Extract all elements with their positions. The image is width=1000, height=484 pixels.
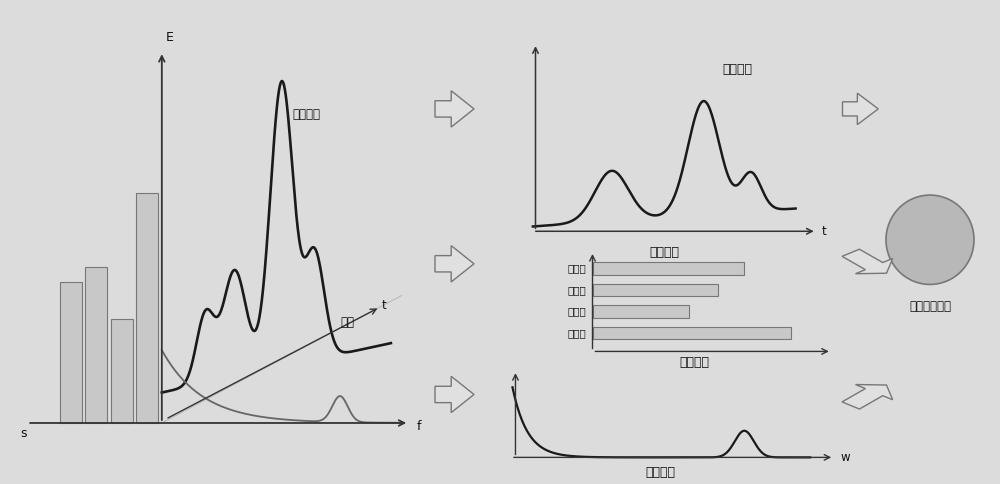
Bar — [592, 305, 689, 318]
Text: t: t — [382, 299, 387, 312]
Bar — [592, 262, 744, 274]
Text: 频率特征: 频率特征 — [646, 466, 676, 479]
Text: f: f — [416, 420, 421, 433]
Text: 最小値: 最小値 — [568, 306, 587, 317]
Text: E: E — [165, 31, 173, 44]
Circle shape — [886, 195, 974, 285]
FancyArrow shape — [842, 249, 893, 274]
Text: t: t — [822, 225, 827, 238]
Text: 统计特征: 统计特征 — [680, 356, 710, 369]
Text: 过程曲线: 过程曲线 — [293, 108, 321, 121]
Text: 最大値: 最大値 — [568, 328, 587, 338]
Bar — [136, 193, 158, 423]
Text: 频谱: 频谱 — [340, 317, 354, 329]
Text: 时间特征: 时间特征 — [649, 246, 679, 258]
Text: w: w — [840, 451, 850, 464]
Bar — [592, 284, 718, 296]
FancyArrow shape — [435, 91, 474, 127]
Text: 过程曲线: 过程曲线 — [722, 63, 752, 76]
Text: 四次距: 四次距 — [568, 285, 587, 295]
FancyArrow shape — [842, 384, 893, 409]
Text: 二次距: 二次距 — [568, 263, 587, 273]
Bar — [85, 267, 107, 423]
Bar — [60, 282, 82, 423]
Text: s: s — [20, 427, 27, 439]
Bar — [111, 319, 133, 423]
FancyArrow shape — [435, 377, 474, 412]
Bar — [592, 327, 791, 339]
Text: 故障对应特征: 故障对应特征 — [909, 300, 951, 313]
FancyArrow shape — [842, 93, 878, 124]
FancyArrow shape — [435, 245, 474, 282]
